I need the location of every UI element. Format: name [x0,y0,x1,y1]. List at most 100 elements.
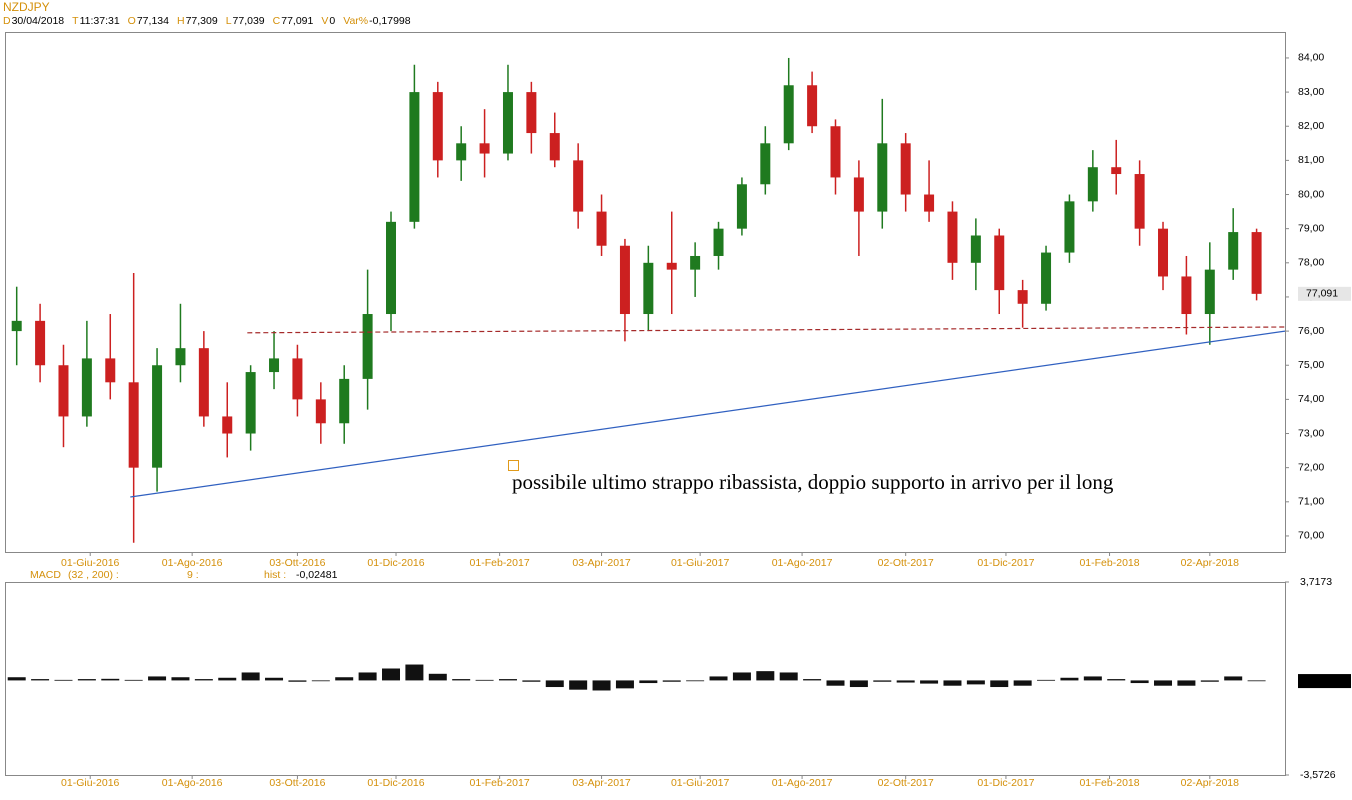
y-tick-label: 73,00 [1298,427,1324,439]
hist-bar [803,679,822,681]
candle-body [315,399,326,424]
hist-bar [873,680,892,682]
hist-bar [358,672,377,681]
hist-bar [452,679,471,681]
hist-bar [1177,680,1196,686]
hist-bar [1130,680,1149,684]
candle-body [1017,290,1028,304]
candle-body [386,221,397,315]
candle-body [1181,276,1192,315]
candle-body [339,378,350,424]
hist-label: hist : [264,569,286,581]
hist-bar [1083,676,1102,681]
header-value: 77,091 [281,15,314,27]
candle-body [643,262,654,315]
candle-body [1087,167,1098,202]
current-value-label: -0,02481 [1303,675,1345,687]
annotation-marker [508,460,519,471]
hist-bar [124,679,143,681]
header-key: D [3,15,11,27]
x-tick-label: 01-Feb-2017 [470,557,530,569]
x-tick-label: 01-Giu-2016 [61,557,120,569]
hist-bar [288,680,307,682]
hist-bar [826,680,845,686]
candle-body [924,194,935,212]
header-key: L [225,15,232,27]
candle-body [1204,269,1215,315]
candle-body [1134,174,1145,229]
hist-bar [218,677,237,681]
hist-bar [428,673,447,681]
y-tick-label: 81,00 [1298,154,1324,166]
hist-bar [966,680,985,685]
current-value-box [1298,674,1351,689]
header-value: -0,17998 [369,15,411,27]
candle-body [783,85,794,144]
x-tick-label: 01-Ago-2016 [162,557,223,569]
x-tick-label: 02-Apr-2018 [1181,777,1240,789]
x-tick-label: 03-Apr-2017 [572,557,631,569]
macd-params: (32 , 200) : [68,569,119,581]
hist-bar [148,676,167,681]
hist-bar [756,671,775,681]
hist-bar [849,680,868,688]
hist-bar [615,680,634,689]
candle-body [736,184,747,229]
candle-body [947,211,958,263]
candle-body [970,235,981,263]
hist-bar [405,664,424,681]
candle-body [152,365,163,468]
hist-bar [1154,680,1173,686]
hist-bar [265,677,284,681]
hist-bar [77,679,96,681]
header: D30/04/2018 T11:37:31 O77,134 H77,309 L77,03… [3,15,419,27]
candle-body [526,92,537,134]
hist-bar [311,680,330,682]
candle-body [81,358,92,417]
y-tick-label: 75,00 [1298,359,1324,371]
x-tick-label: 01-Ago-2016 [162,777,223,789]
hist-bar [382,668,401,681]
hist-bar [732,672,751,681]
x-tick-label: 01-Feb-2017 [470,777,530,789]
header-value: 30/04/2018 [11,15,65,27]
candle-body [830,126,841,178]
x-tick-label: 02-Apr-2018 [1181,557,1240,569]
candle-body [877,143,888,212]
candle-body [269,358,280,373]
candle-body [690,255,701,270]
header-key: T [72,15,79,27]
x-tick-label: 01-Dic-2016 [367,557,424,569]
candle-body [573,160,584,212]
y-tick-label: 83,00 [1298,86,1324,98]
candle-body [666,262,677,270]
candle-body [1041,252,1052,304]
x-tick-label: 01-Dic-2016 [367,777,424,789]
x-tick-label: 01-Dic-2017 [977,777,1034,789]
y-tick-label: -3,5726 [1300,769,1336,781]
candle-body [222,416,233,434]
hist-bar [54,679,73,681]
hist-bar [639,680,658,684]
y-tick-label: 74,00 [1298,393,1324,405]
hist-bar [709,676,728,681]
header-key: Var% [343,15,369,27]
hist-bar [194,679,213,681]
hist-bar [990,680,1009,688]
y-tick-label: 71,00 [1298,496,1324,508]
hist-bar [1247,680,1266,682]
y-tick-label: 3,7173 [1300,576,1332,588]
candle-body [128,382,139,468]
candle-body [1064,201,1075,253]
candle-body [1111,167,1122,175]
hist-bar [943,680,962,686]
header-key: V [321,15,329,27]
y-tick-label: 82,00 [1298,120,1324,132]
hist-bar [498,679,517,681]
hist-bar [101,678,120,681]
x-tick-label: 02-Ott-2017 [878,777,934,789]
current-value-label: 77,091 [1306,288,1338,300]
x-tick-label: 03-Ott-2016 [269,557,325,569]
x-tick-label: 02-Ott-2017 [878,557,934,569]
